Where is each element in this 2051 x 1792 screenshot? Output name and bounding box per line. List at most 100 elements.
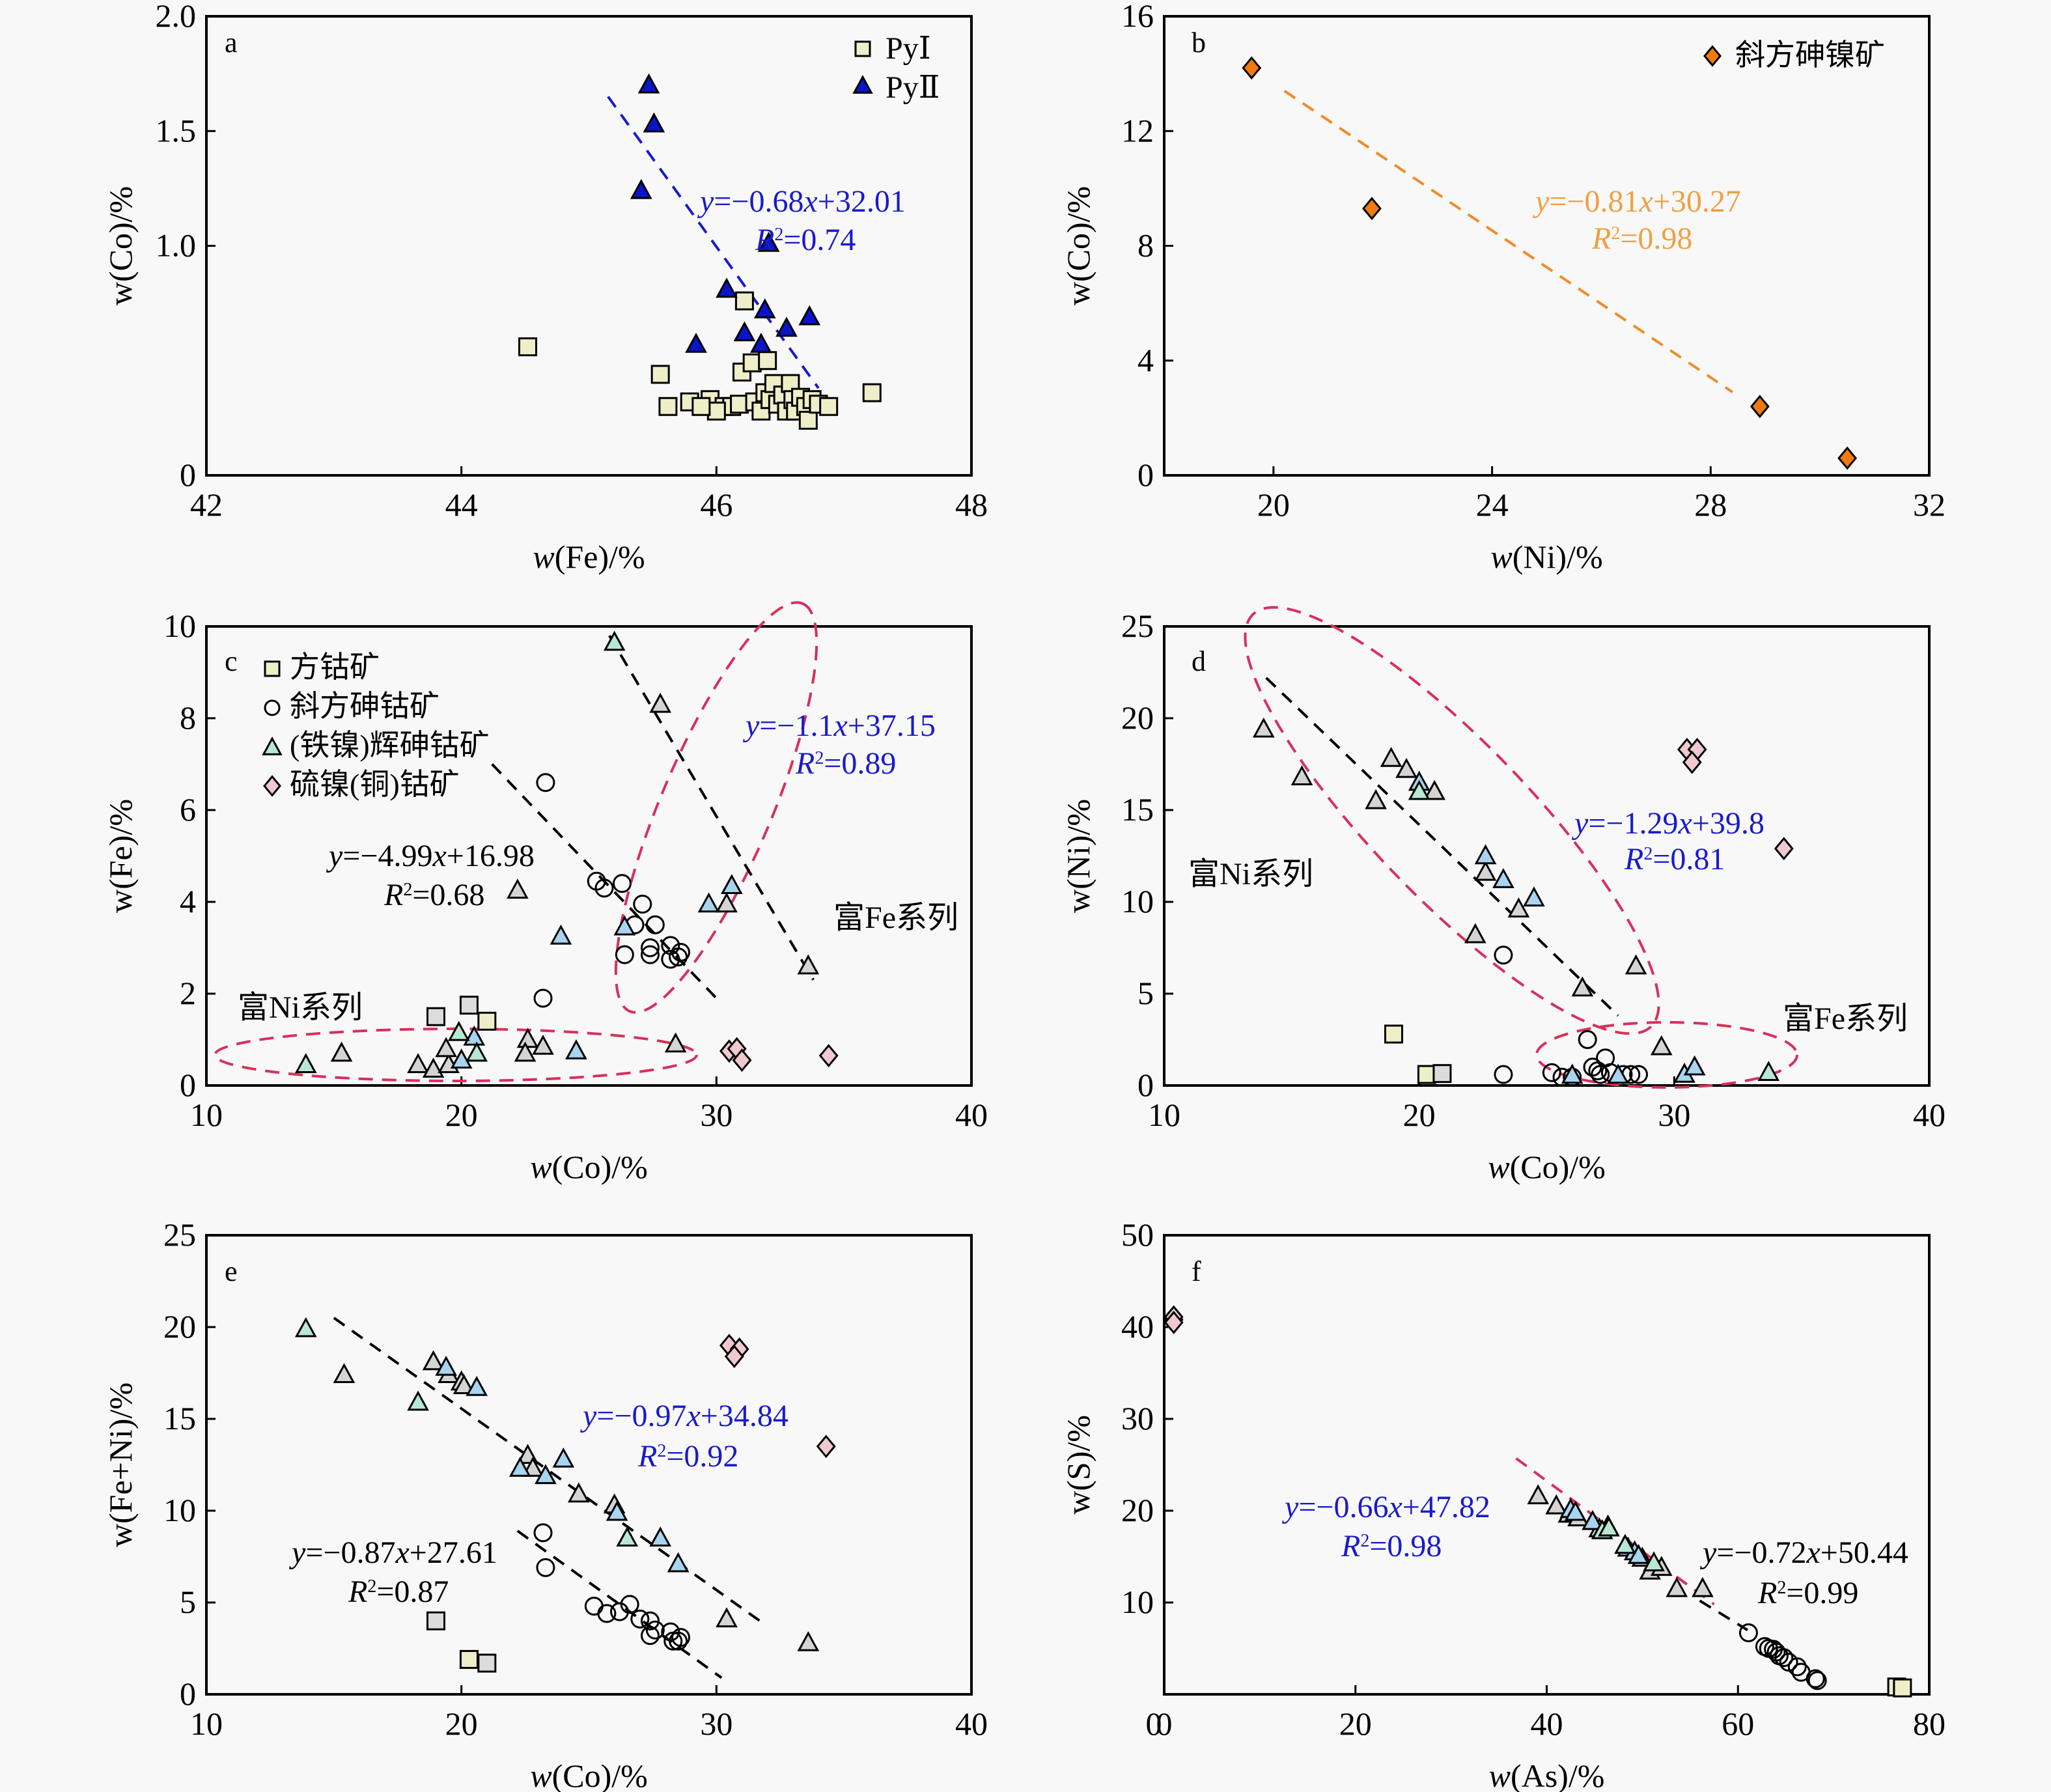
data-point: [643, 112, 665, 133]
panel-e-r2-2: R2=0.87: [348, 1575, 449, 1609]
y-tick-label: 25: [163, 1216, 196, 1253]
data-point: [1578, 1030, 1597, 1049]
data-point: [568, 1482, 590, 1503]
data-point: [1650, 1035, 1673, 1056]
x-axis-label: w(Co)/%: [530, 1757, 648, 1792]
panel-c: 10 20 30 40 0 2 4 6 8 10 w(Co)/% w(Fe)/% c 方钴矿 斜方砷钴…: [102, 601, 988, 1185]
y-tick-label: 25: [1121, 608, 1154, 644]
data-point: [507, 878, 529, 899]
y-axis-label: w(S)/%: [1060, 1415, 1096, 1515]
panel-d-fit-equation: y=−1.29x+39.8: [1571, 806, 1765, 841]
y-tick-label: 10: [1121, 883, 1154, 919]
data-point: [535, 1464, 557, 1485]
data-point: [1291, 765, 1313, 785]
data-point: [798, 305, 821, 326]
data-point: [606, 1500, 628, 1521]
data-point: [1627, 1544, 1650, 1564]
data-point: [1464, 923, 1486, 944]
data-point: [797, 954, 820, 975]
y-tick-label: 16: [1121, 0, 1154, 34]
data-point: [407, 1390, 429, 1411]
y-tick-label: 15: [1121, 791, 1154, 828]
data-point: [750, 332, 772, 353]
data-point: [1527, 1484, 1550, 1505]
data-point: [1494, 1065, 1513, 1084]
x-tick-label: 10: [190, 1097, 223, 1133]
x-tick-label: 20: [1257, 486, 1290, 523]
x-tick-label: 60: [1722, 1705, 1754, 1742]
fit-line: [516, 1530, 723, 1679]
data-point: [637, 73, 660, 94]
legend-label-siegenite: 硫镍(铜)钴矿: [290, 768, 460, 801]
data-point: [1893, 1678, 1912, 1698]
eq-var-y: y: [1281, 1490, 1299, 1524]
panel-b-label: b: [1192, 27, 1206, 59]
r2-sup: 2: [815, 748, 824, 768]
group-ellipse: [1535, 1021, 1798, 1089]
y-tick-label: 4: [1137, 342, 1154, 378]
plot-area: 0 20 40 60 80 10 20 30 40 50 0 w(As)/% w(S)/%: [1060, 1216, 1946, 1792]
eq-slope: =−0.66: [1298, 1490, 1388, 1524]
panel-f-r2-2: R2=0.99: [1757, 1576, 1858, 1610]
data-point: [641, 1626, 660, 1645]
data-point: [597, 1604, 617, 1623]
data-point: [533, 1523, 553, 1543]
data-point: [724, 1345, 744, 1369]
r2-var: R: [1341, 1529, 1360, 1563]
eq-intercept: +39.8: [1692, 806, 1765, 841]
x-tick-label: 48: [955, 486, 988, 523]
y-tick-label: 2.0: [156, 0, 197, 34]
data-point: [407, 1053, 429, 1073]
data-point: [1607, 1063, 1629, 1084]
data-point: [658, 397, 678, 416]
fit-line: [1283, 89, 1733, 393]
data-point: [1252, 717, 1275, 738]
eq-slope: =−4.99: [342, 839, 432, 873]
data-point: [594, 878, 614, 898]
data-point: [294, 1053, 317, 1073]
r2-sup: 2: [1777, 1578, 1786, 1598]
data-point: [716, 892, 738, 913]
x-tick-label: 40: [955, 1097, 988, 1133]
panel-d-label: d: [1192, 645, 1206, 677]
panel-f-fit-equation-1: y=−0.66x+47.82: [1281, 1490, 1490, 1524]
y-axis-label: w(Ni)/%: [1060, 799, 1096, 913]
r2-var: R: [1624, 842, 1643, 876]
legend-label-pyII: PyⅡ: [886, 70, 940, 105]
eq-var-x: x: [395, 1535, 409, 1570]
data-point: [426, 1611, 445, 1631]
data-point: [721, 874, 743, 895]
legend-label-pyI: PyⅠ: [886, 31, 931, 66]
r2-value: =0.98: [1369, 1529, 1442, 1563]
y-axis-label: w(Co)/%: [1060, 186, 1096, 305]
data-point: [1474, 844, 1497, 865]
data-point: [435, 1355, 457, 1376]
data-point: [435, 1037, 457, 1057]
eq-intercept: +30.27: [1653, 184, 1741, 219]
data-point: [671, 943, 690, 962]
data-point: [1666, 1576, 1688, 1597]
panel-b-r2: R2=0.98: [1591, 221, 1692, 256]
y-tick-label: 0: [1137, 1067, 1154, 1103]
legend-marker-pyII: [852, 75, 873, 94]
r2-value: =0.87: [376, 1575, 449, 1609]
data-point: [533, 988, 553, 1008]
fit-line: [1699, 1599, 1748, 1632]
r2-value: =0.81: [1653, 842, 1725, 876]
legend-marker-skutterudite: [264, 660, 281, 677]
data-point: [630, 1609, 650, 1629]
data-point: [645, 915, 665, 934]
data-point: [669, 947, 688, 967]
data-point: [615, 945, 634, 964]
eq-var-y: y: [1571, 806, 1589, 841]
panel-c-fit-equation-1: y=−4.99x+16.98: [326, 839, 535, 873]
eq-slope: =−1.29: [1588, 806, 1678, 841]
data-point: [1774, 837, 1794, 861]
y-tick-label: 20: [163, 1308, 196, 1345]
data-point: [1432, 1064, 1452, 1084]
eq-slope: =−0.87: [305, 1535, 395, 1570]
x-tick-label: 0: [1156, 1705, 1173, 1742]
data-point: [1837, 446, 1858, 470]
data-point: [552, 1447, 575, 1468]
